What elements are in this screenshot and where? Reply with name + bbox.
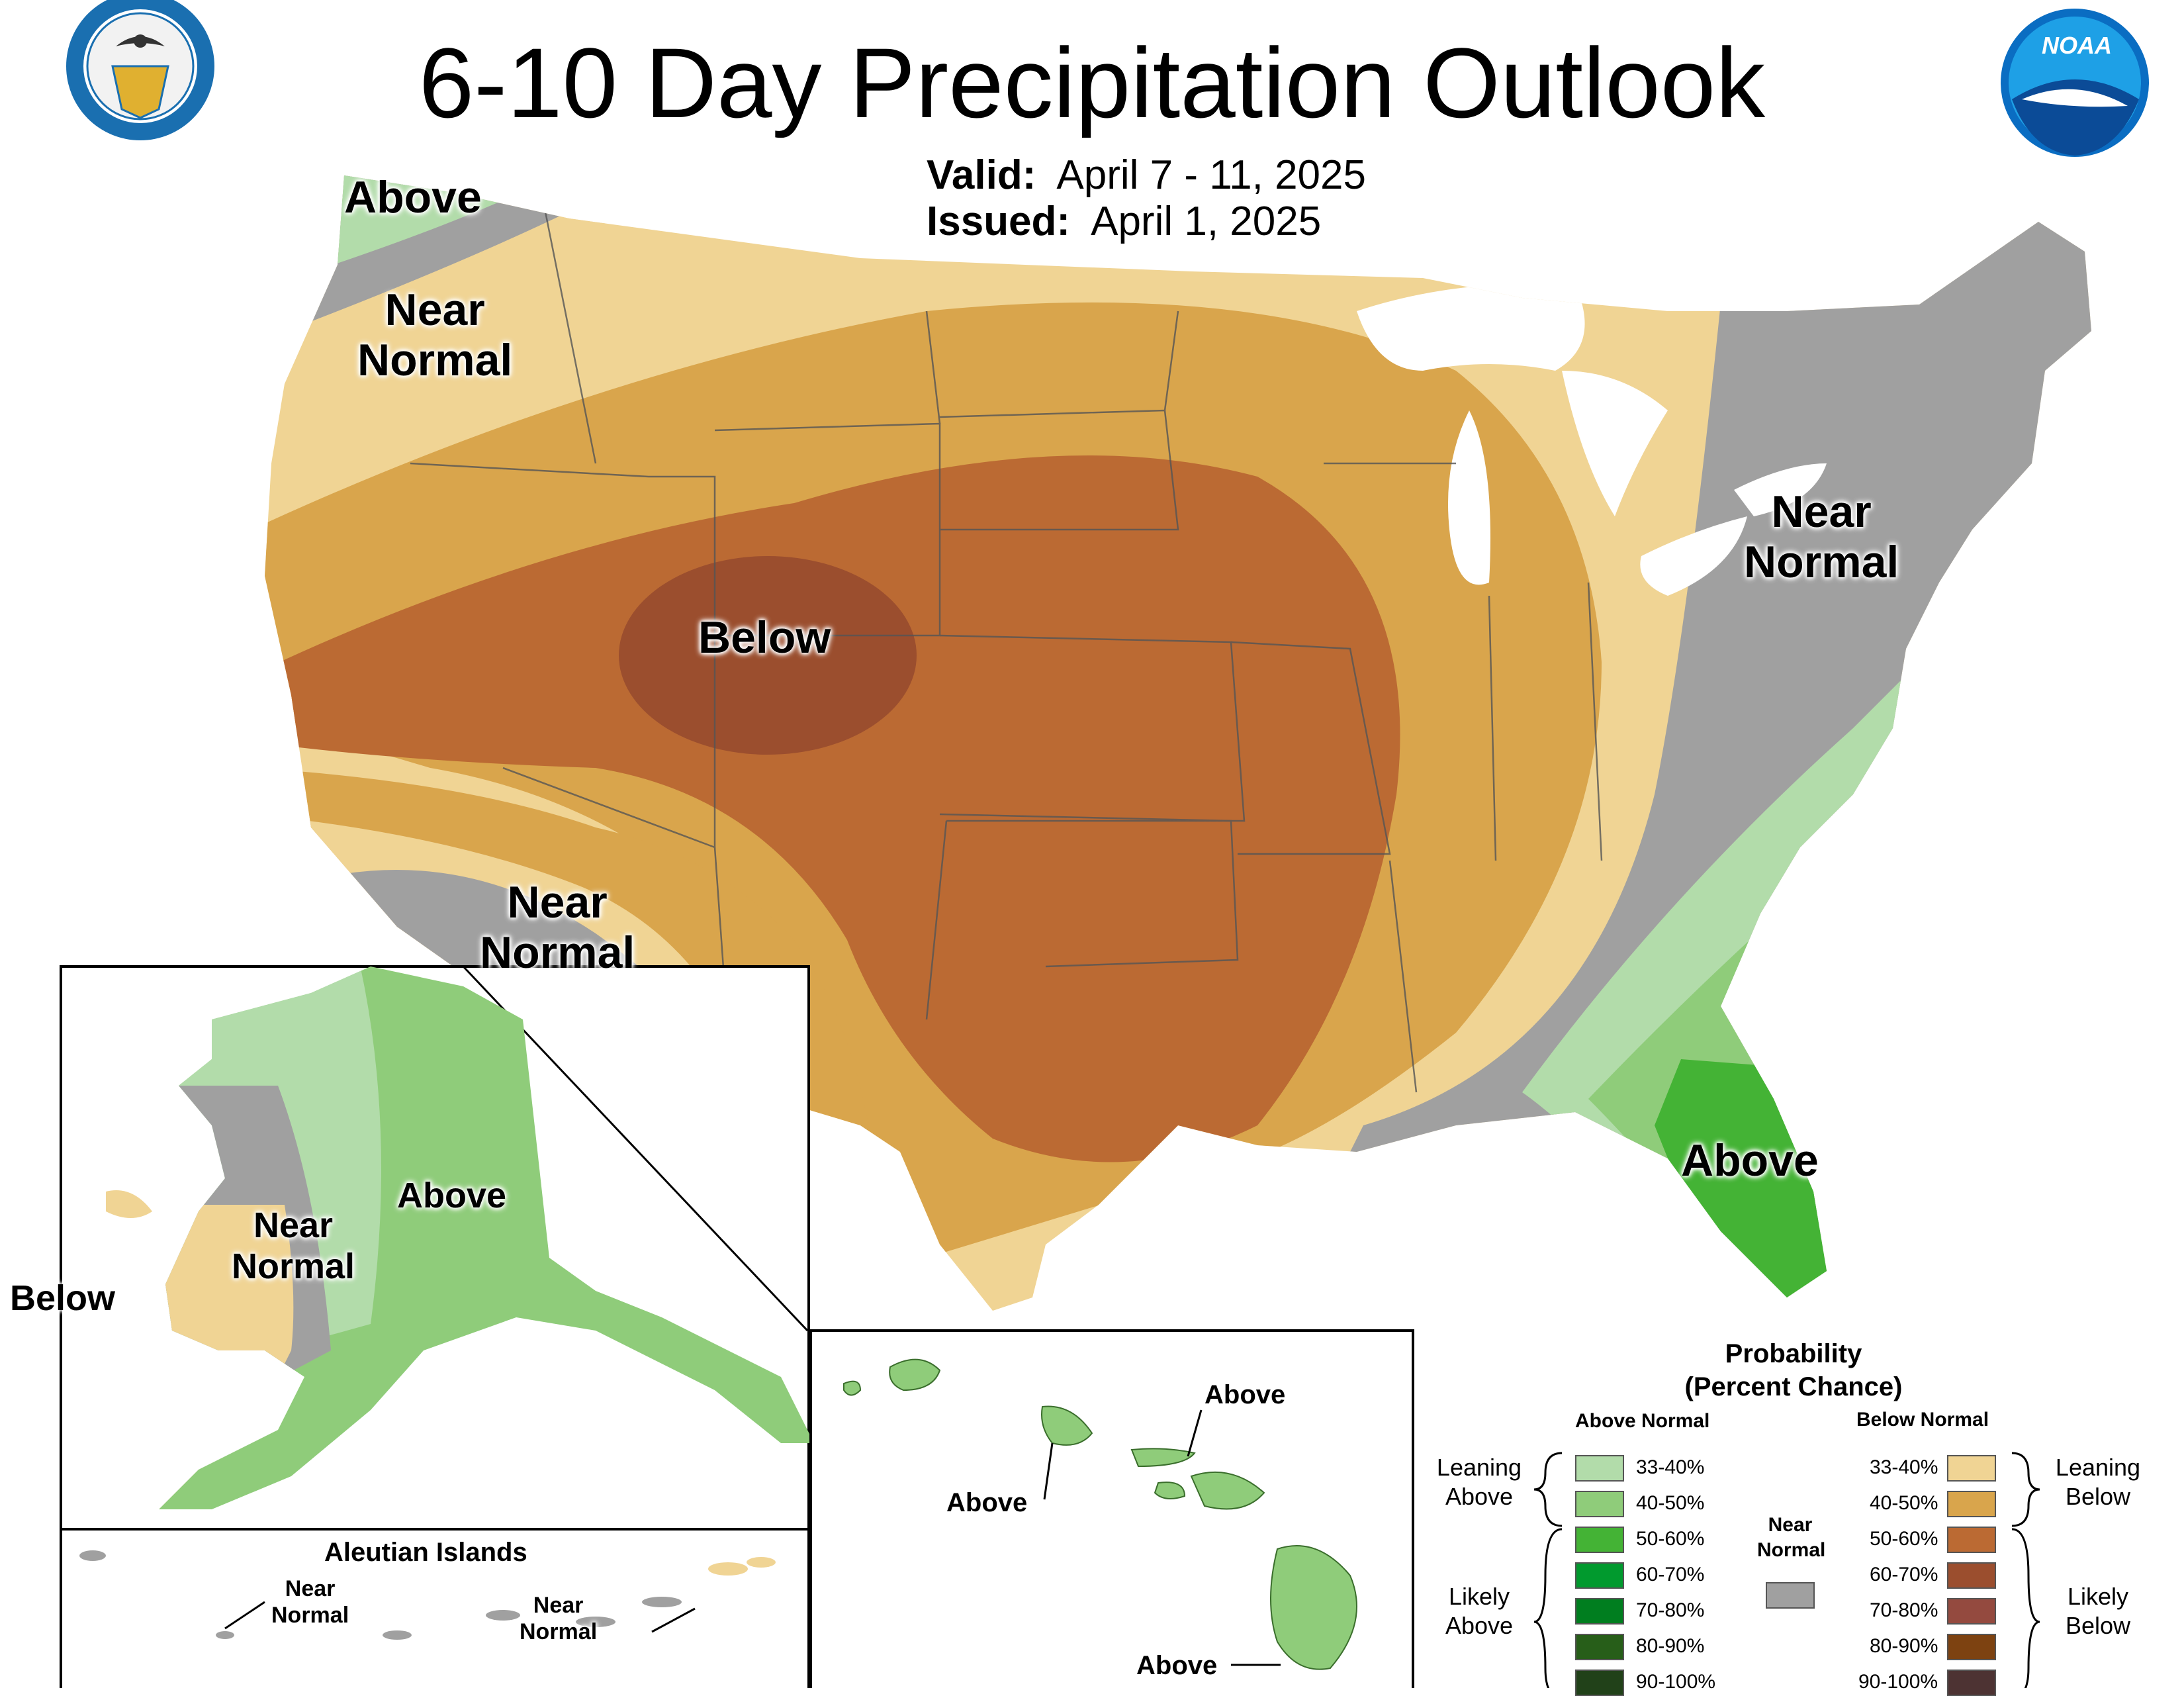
legend-below-swatch-4	[1947, 1598, 1996, 1625]
legend-near-normal-swatch	[1766, 1582, 1815, 1609]
legend-above-range-5: 80-90%	[1636, 1635, 1705, 1657]
valid-label: Valid:	[927, 152, 1036, 198]
legend-above-range-4: 70-80%	[1636, 1599, 1705, 1621]
legend-below-range-5: 80-90%	[1870, 1635, 1938, 1657]
legend-below-range-3: 60-70%	[1870, 1564, 1938, 1585]
legend-above-range-1: 40-50%	[1636, 1492, 1705, 1514]
legend-above-range-6: 90-100%	[1636, 1671, 1716, 1693]
legend-above-header: Above Normal	[1575, 1410, 1710, 1432]
legend-above-swatch-1	[1575, 1491, 1624, 1517]
legend-likely-below: Likely Below	[2065, 1583, 2131, 1639]
legend-near-normal-label: Near Normal	[1757, 1514, 1826, 1561]
legend-below-swatch-5	[1947, 1634, 1996, 1660]
department-of-commerce-seal	[66, 0, 214, 140]
map-label-florida-above: Above	[1681, 1135, 1819, 1186]
legend-above-swatch-2	[1575, 1527, 1624, 1553]
legend-below-swatch-1	[1947, 1491, 1996, 1517]
legend-above-range-2: 50-60%	[1636, 1528, 1705, 1550]
map-label-ne-near-normal: Near Normal	[1744, 487, 1899, 587]
issued-label: Issued:	[927, 199, 1071, 244]
legend-below-swatch-6	[1947, 1670, 1996, 1696]
legend-likely-above: Likely Above	[1445, 1583, 1514, 1639]
legend-leaning-above: Leaning Above	[1436, 1454, 1522, 1510]
legend-above-swatch-6	[1575, 1670, 1624, 1696]
legend-above-range-0: 33-40%	[1636, 1456, 1705, 1478]
issued-date: April 1, 2025	[1091, 199, 1322, 244]
aleutian-title: Aleutian Islands	[324, 1538, 527, 1567]
map-label-alaska-above: Above	[397, 1176, 507, 1215]
legend-below-range-6: 90-100%	[1858, 1671, 1938, 1693]
legend-below-range-2: 50-60%	[1870, 1528, 1938, 1550]
legend-leaning-below: Leaning Below	[2055, 1454, 2141, 1510]
legend-above-swatch-0	[1575, 1455, 1624, 1482]
legend-below-swatch-0	[1947, 1455, 1996, 1482]
legend-below-range-1: 40-50%	[1870, 1492, 1938, 1514]
map-label-central-below: Below	[698, 612, 831, 663]
map-label-alaska-below: Below	[10, 1278, 116, 1318]
valid-date: April 7 - 11, 2025	[1056, 152, 1366, 198]
noaa-logo	[2001, 9, 2149, 157]
noaa-logo-text: NOAA	[2042, 32, 2112, 59]
legend-above-swatch-3	[1575, 1562, 1624, 1589]
map-label-hawaii-above-1: Above	[1205, 1380, 1286, 1409]
map-label-alaska-near-normal: Near Normal	[232, 1205, 355, 1286]
legend-above-swatch-4	[1575, 1598, 1624, 1625]
aleutian-islands	[79, 1550, 682, 1640]
legend-below-header: Below Normal	[1856, 1409, 1989, 1431]
map-label-sw-near-normal: Near Normal	[480, 877, 635, 978]
hawaii-islands	[843, 1358, 1357, 1670]
legend-above-swatch-5	[1575, 1634, 1624, 1660]
map-label-nw-near-normal: Near Normal	[357, 285, 513, 385]
legend-above-range-3: 60-70%	[1636, 1564, 1705, 1585]
page-title: 6-10 Day Precipitation Outlook	[418, 27, 1766, 138]
legend-below-range-4: 70-80%	[1870, 1599, 1938, 1621]
valid-line: Valid: April 7 - 11, 2025	[927, 152, 1366, 199]
legend-below-range-0: 33-40%	[1870, 1456, 1938, 1478]
map-label-aleutian-west-near-normal: Near Normal	[271, 1576, 349, 1628]
legend-below-swatch-3	[1947, 1562, 1996, 1589]
legend-title: Probability (Percent Chance)	[1684, 1339, 1903, 1401]
legend-below-swatch-2	[1947, 1527, 1996, 1553]
map-label-hawaii-above-2: Above	[946, 1488, 1028, 1517]
aleutian-inset-frame	[60, 1528, 810, 1688]
issued-line: Issued: April 1, 2025	[927, 199, 1321, 245]
map-label-nw-above: Above	[344, 172, 482, 222]
map-label-hawaii-above-3: Above	[1136, 1651, 1218, 1680]
map-label-aleutian-east-near-normal: Near Normal	[520, 1593, 598, 1644]
